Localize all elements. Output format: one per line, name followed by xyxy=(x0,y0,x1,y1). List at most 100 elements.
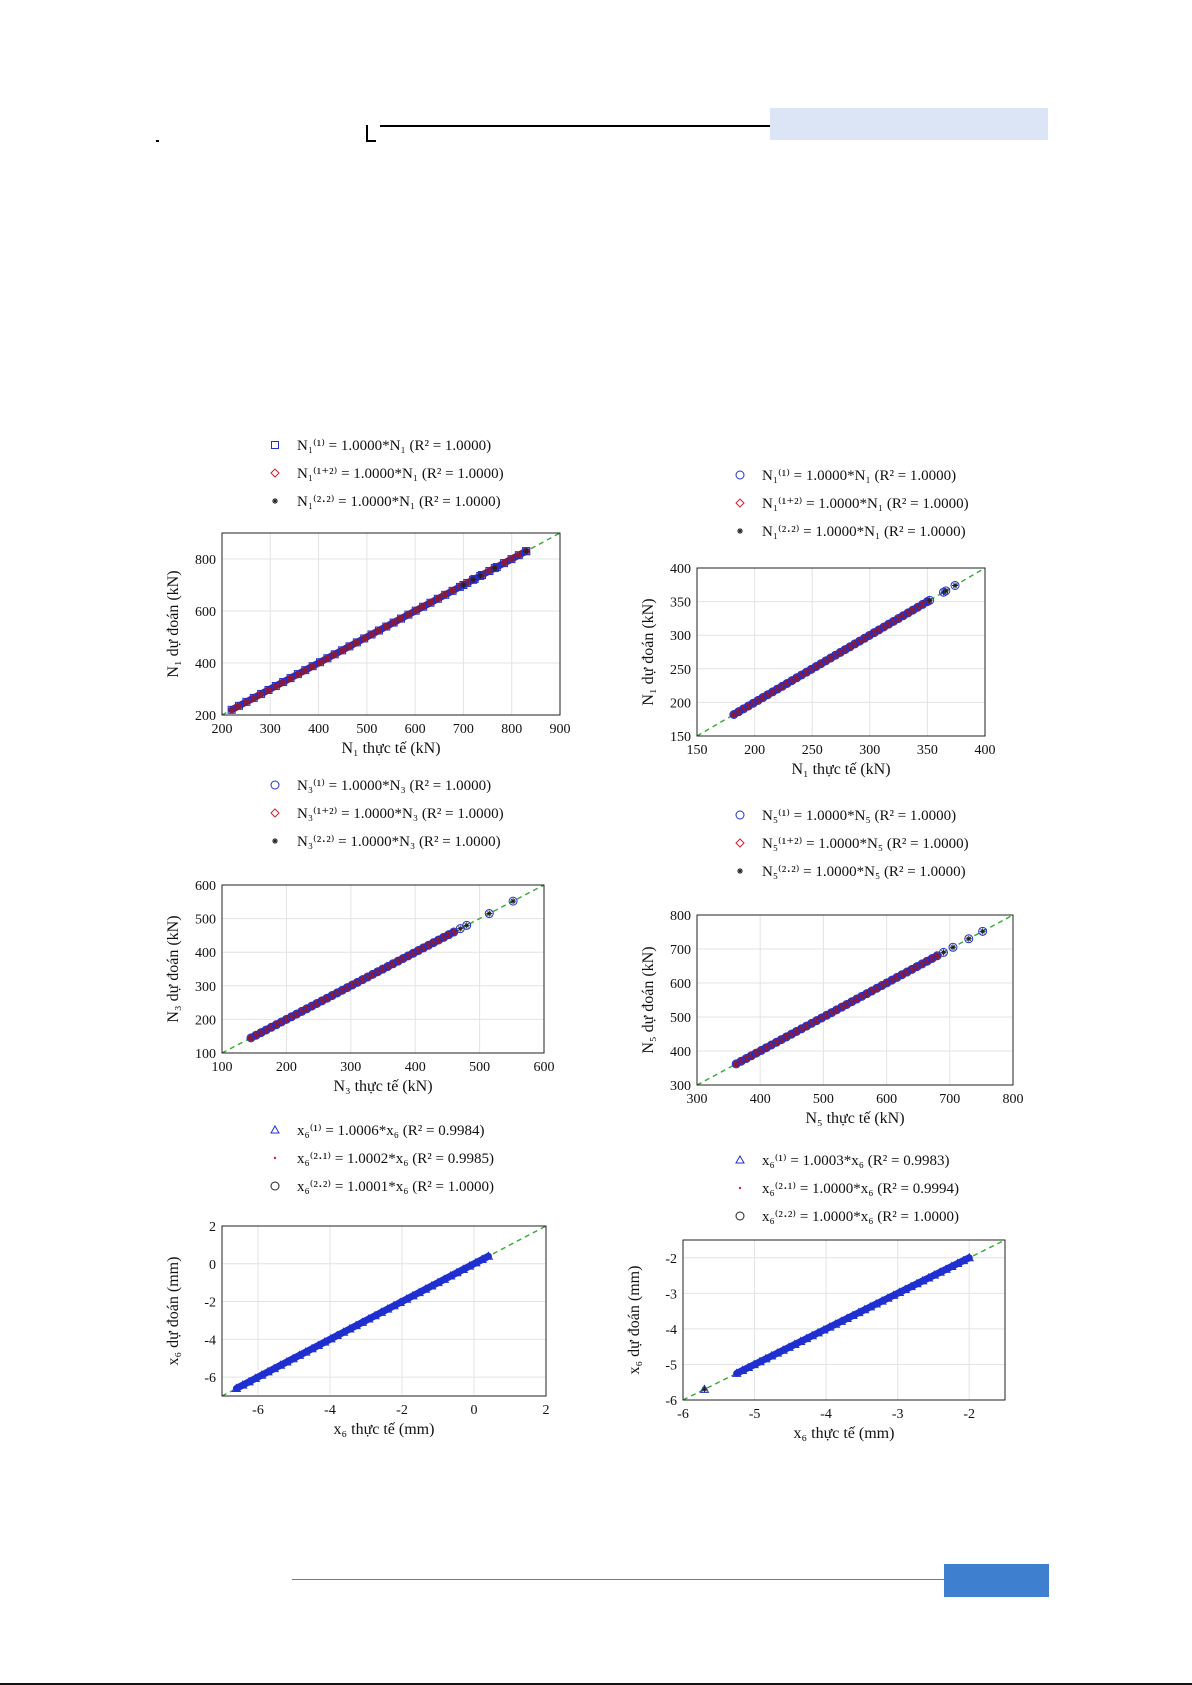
data-point xyxy=(408,948,418,958)
data-point xyxy=(768,687,778,697)
data-points-band xyxy=(247,928,458,1042)
data-point xyxy=(457,925,464,932)
legend-marker xyxy=(270,780,280,790)
legend-marker xyxy=(735,810,745,820)
legend-marker xyxy=(735,1154,745,1164)
data-point xyxy=(251,1030,261,1040)
y-axis-label: x₆ dự đoán (mm) xyxy=(165,1257,182,1366)
data-point xyxy=(792,673,802,683)
data-point xyxy=(297,1006,307,1016)
data-point xyxy=(842,999,852,1009)
y-tick-label: 2 xyxy=(209,1220,216,1235)
data-point xyxy=(776,1035,786,1045)
data-point xyxy=(857,991,867,1001)
data-point xyxy=(925,595,935,605)
x-axis-label: x₆ thực tế (mm) xyxy=(334,1421,435,1438)
legend-label: N₁⁽²·²⁾ = 1.0000*N₁ (R² = 1.0000) xyxy=(762,523,966,540)
legend-marker xyxy=(270,1181,280,1191)
data-point xyxy=(806,664,816,674)
data-point xyxy=(952,582,959,589)
data-point xyxy=(751,1048,761,1058)
data-point xyxy=(746,1051,756,1061)
x-axis-label: N₁ thực tế (kN) xyxy=(341,740,440,757)
data-point xyxy=(926,597,933,604)
legend-label: N₁⁽¹⁺²⁾ = 1.0000*N₁ (R² = 1.0000) xyxy=(297,465,504,482)
chart-svg: N₅⁽¹⁾ = 1.0000*N₅ (R² = 1.0000) N₅⁽¹⁺²⁾ =… xyxy=(640,807,1024,1127)
legend-marker xyxy=(273,1156,277,1160)
data-point xyxy=(413,946,423,956)
data-point xyxy=(741,1054,751,1064)
x-tick-label: 350 xyxy=(917,743,938,758)
data-point xyxy=(373,967,383,977)
data-point xyxy=(322,993,332,1003)
data-point xyxy=(893,614,903,624)
x-tick-label: 500 xyxy=(813,1092,834,1107)
data-point xyxy=(872,983,882,993)
data-point xyxy=(887,975,897,985)
data-point xyxy=(908,605,918,615)
y-tick-label: -2 xyxy=(204,1296,216,1311)
data-point xyxy=(869,628,879,638)
legend-label: N₅⁽²·²⁾ = 1.0000*N₅ (R² = 1.0000) xyxy=(762,863,966,880)
legend-marker xyxy=(272,838,278,844)
chart-svg: x₆⁽¹⁾ = 1.0003*x₆ (R² = 0.9983) x₆⁽²·¹⁾ =… xyxy=(626,1152,1006,1442)
y-axis-label: x₆ dự đoán (mm) xyxy=(626,1266,643,1375)
header-rule-step-foot xyxy=(366,140,376,142)
data-point xyxy=(964,934,974,944)
x-tick-label: -5 xyxy=(749,1407,761,1422)
data-point xyxy=(786,1029,796,1039)
data-point xyxy=(902,967,912,977)
data-point xyxy=(862,989,872,999)
x-tick-label: 150 xyxy=(687,743,708,758)
data-point xyxy=(835,647,845,657)
data-point xyxy=(787,676,797,686)
chart-n5-right: N₅⁽¹⁾ = 1.0000*N₅ (R² = 1.0000) N₅⁽¹⁺²⁾ =… xyxy=(615,805,1035,1127)
x-tick-label: -4 xyxy=(820,1407,832,1422)
y-tick-label: 150 xyxy=(670,730,691,745)
data-point xyxy=(832,1005,842,1015)
y-tick-label: 350 xyxy=(670,596,691,611)
legend-label: N₅⁽¹⁾ = 1.0000*N₅ (R² = 1.0000) xyxy=(762,807,956,824)
data-point xyxy=(256,1028,266,1038)
data-point xyxy=(840,645,850,655)
data-point xyxy=(302,1004,312,1014)
header-rule-left xyxy=(156,140,159,142)
data-point xyxy=(913,602,923,612)
data-point xyxy=(470,576,477,583)
x-tick-label: 500 xyxy=(469,1060,490,1075)
data-point xyxy=(791,1026,801,1036)
data-point xyxy=(763,690,773,700)
data-point xyxy=(483,1251,494,1260)
y-axis-label: N₁ dự đoán (kN) xyxy=(165,570,182,677)
data-point xyxy=(477,572,484,579)
data-point xyxy=(337,985,347,995)
plot-frame xyxy=(682,1239,1006,1401)
x-tick-label: -4 xyxy=(324,1403,336,1418)
x-tick-label: 400 xyxy=(975,743,996,758)
y-tick-label: 200 xyxy=(670,696,691,711)
data-point xyxy=(522,547,531,556)
data-point xyxy=(460,582,467,588)
y-tick-label: 700 xyxy=(670,943,691,958)
plot-frame xyxy=(696,914,1014,1086)
data-point xyxy=(766,1040,776,1050)
y-tick-label: 800 xyxy=(195,553,216,568)
chart-n1-left: N₁⁽¹⁾ = 1.0000*N₁ (R² = 1.0000) N₁⁽¹⁺²⁾ =… xyxy=(150,425,571,757)
x-tick-label: 300 xyxy=(340,1060,361,1075)
y-tick-label: 200 xyxy=(195,709,216,724)
data-point xyxy=(307,1001,317,1011)
y-tick-label: 400 xyxy=(670,562,691,577)
data-point xyxy=(850,639,860,649)
data-point xyxy=(287,1012,297,1022)
data-point xyxy=(978,926,988,936)
data-points-band xyxy=(232,1252,492,1392)
x-tick-label: 100 xyxy=(212,1060,233,1075)
legend-marker xyxy=(735,498,745,508)
data-point xyxy=(852,994,862,1004)
data-point xyxy=(938,947,948,957)
data-point xyxy=(701,1386,708,1393)
data-point xyxy=(476,571,485,580)
data-point xyxy=(821,656,831,666)
x-tick-label: 600 xyxy=(405,722,426,737)
x-tick-label: -2 xyxy=(396,1403,408,1418)
